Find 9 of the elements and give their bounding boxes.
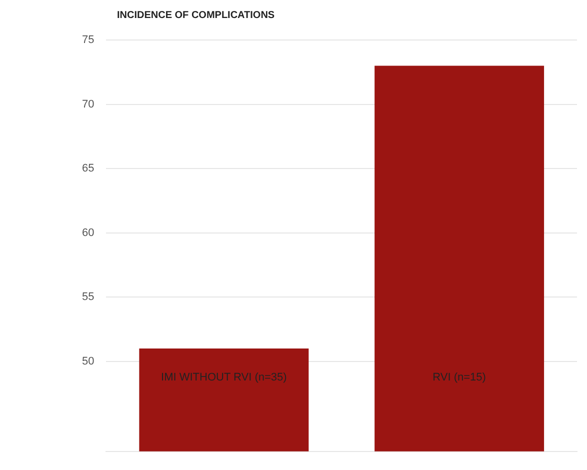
y-tick-label: 50 <box>82 355 94 368</box>
y-tick-label: 75 <box>82 34 94 46</box>
y-tick-label: 55 <box>82 291 94 304</box>
y-tick-label: 60 <box>82 226 94 239</box>
x-tick-label: IMI WITHOUT RVI (n=35) <box>161 371 287 384</box>
y-tick-label: 65 <box>82 162 94 175</box>
x-tick-label: RVI (n=15) <box>432 371 486 384</box>
y-tick-label: 70 <box>82 98 94 110</box>
chart-title: INCIDENCE OF COMPLICATIONS <box>117 10 275 21</box>
